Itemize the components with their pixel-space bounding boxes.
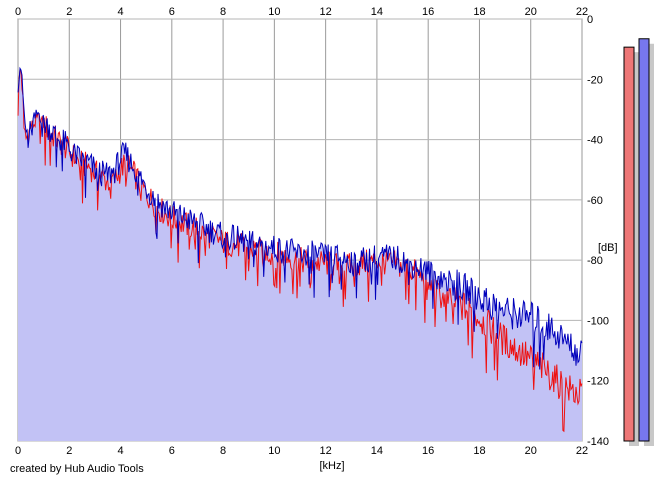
x-tick-labels-bottom: 0 2 4 6 8 10 12 14 16 18 20 22 <box>15 445 588 457</box>
x-tick-label-top: 20 <box>525 6 537 18</box>
y-tick-label: 0 <box>587 14 593 26</box>
x-tick-label-top: 22 <box>576 6 588 18</box>
spectrum-series <box>17 66 583 433</box>
x-tick-label-bottom: 14 <box>371 445 383 457</box>
y-axis-label: [dB] <box>598 242 618 254</box>
y-tick-label: -40 <box>587 135 603 147</box>
x-tick-label-bottom: 18 <box>473 445 485 457</box>
x-tick-label-bottom: 8 <box>220 445 226 457</box>
x-tick-label-bottom: 20 <box>525 445 537 457</box>
x-tick-label-bottom: 22 <box>576 445 588 457</box>
x-tick-label-bottom: 4 <box>117 445 123 457</box>
x-tick-label-bottom: 10 <box>268 445 280 457</box>
x-tick-label-bottom: 12 <box>320 445 332 457</box>
y-tick-label: -140 <box>587 436 609 448</box>
y-tick-label: -80 <box>587 255 603 267</box>
level-meter-1 <box>623 46 635 442</box>
spectrum-area-fill <box>18 68 582 442</box>
series-line-1 <box>17 68 583 433</box>
x-tick-label-top: 8 <box>220 6 226 18</box>
x-tick-label-top: 2 <box>66 6 72 18</box>
y-tick-label: -20 <box>587 74 603 86</box>
level-meters <box>623 38 654 446</box>
y-tick-label: -120 <box>587 376 609 388</box>
x-tick-label-top: 12 <box>320 6 332 18</box>
y-tick-labels: 0 -20 -40 -60 -80 -100 -120 -140 <box>587 14 609 448</box>
credit-text: created by Hub Audio Tools <box>10 463 144 475</box>
x-tick-label-bottom: 2 <box>66 445 72 457</box>
x-tick-label-top: 16 <box>422 6 434 18</box>
x-tick-label-bottom: 6 <box>169 445 175 457</box>
x-tick-label-top: 0 <box>15 6 21 18</box>
x-tick-label-bottom: 0 <box>15 445 21 457</box>
series-line-2 <box>17 66 583 370</box>
level-meter-2 <box>638 38 650 442</box>
x-tick-labels-top: 0 2 4 6 8 10 12 14 16 18 20 22 <box>15 6 588 18</box>
x-axis-label: [kHz] <box>319 460 344 472</box>
x-tick-label-top: 4 <box>117 6 123 18</box>
x-tick-label-top: 14 <box>371 6 383 18</box>
spectrum-area <box>18 68 582 442</box>
y-tick-label: -100 <box>587 315 609 327</box>
x-tick-label-top: 18 <box>473 6 485 18</box>
x-tick-label-bottom: 16 <box>422 445 434 457</box>
x-tick-label-top: 6 <box>169 6 175 18</box>
x-tick-label-top: 10 <box>268 6 280 18</box>
y-tick-label: -60 <box>587 195 603 207</box>
